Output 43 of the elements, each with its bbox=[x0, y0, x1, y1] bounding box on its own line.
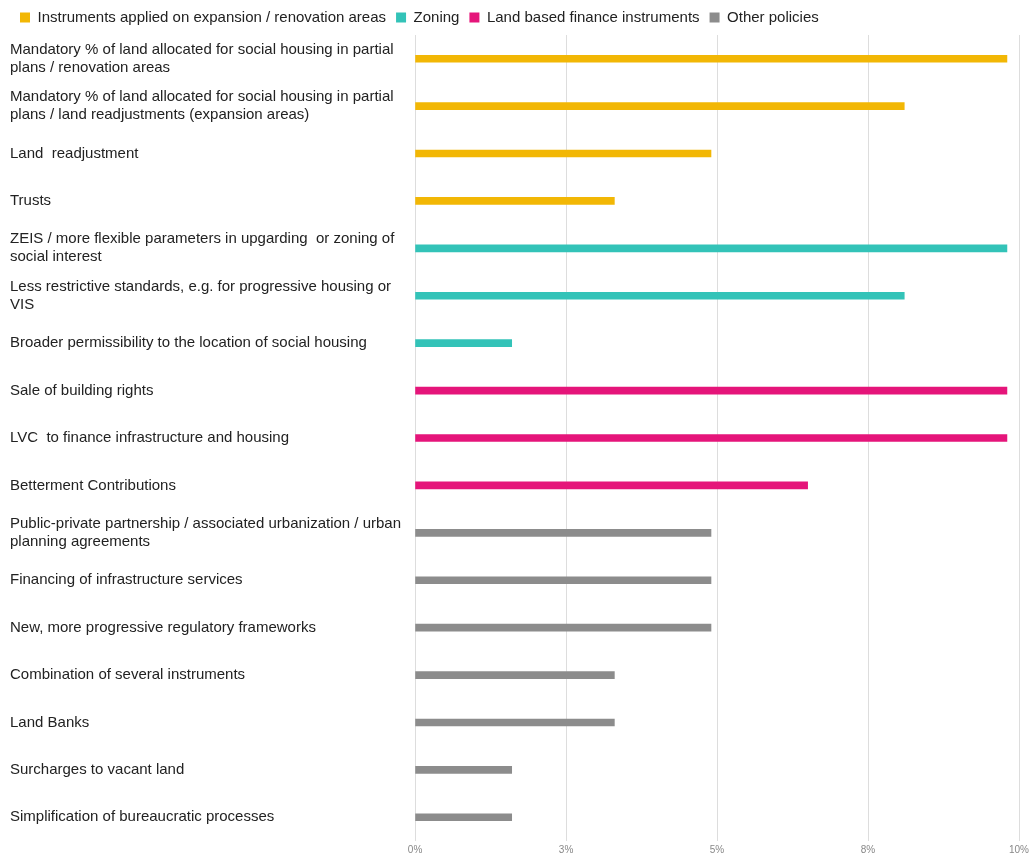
y-tick-label: Surcharges to vacant land bbox=[10, 760, 185, 778]
bar bbox=[415, 528, 712, 537]
y-tick-label: Betterment Contributions bbox=[10, 475, 176, 493]
y-tick-label: Sale of building rights bbox=[10, 380, 154, 398]
y-tick-label: Mandatory % of land allocated for social housing in partial plans / land readjustments (expansion areas) bbox=[10, 87, 394, 123]
legend-label: Instruments applied on expansion / renovation areas bbox=[37, 7, 387, 25]
y-tick-label: Land Banks bbox=[10, 712, 90, 730]
bar bbox=[415, 813, 513, 822]
y-tick-label: Financing of infrastructure services bbox=[10, 570, 243, 588]
x-tick-label: 10% bbox=[1008, 843, 1030, 855]
x-tick-label: 3% bbox=[558, 843, 574, 855]
y-tick-label: ZEIS / more flexible parameters in upgarding or zoning of social interest bbox=[10, 229, 396, 265]
bar bbox=[415, 623, 712, 632]
bar bbox=[415, 244, 1008, 253]
y-tick-label: Combination of several instruments bbox=[10, 665, 246, 683]
x-tick-label: 5% bbox=[709, 843, 725, 855]
bar bbox=[415, 291, 905, 300]
bar bbox=[415, 671, 615, 679]
bar bbox=[415, 149, 712, 158]
y-tick-label: Trusts bbox=[10, 191, 52, 209]
bar bbox=[415, 197, 615, 205]
y-tick-label: Less restrictive standards, e.g. for progressive housing or VIS bbox=[10, 276, 392, 312]
bar bbox=[415, 102, 905, 110]
x-tick-label: 0% bbox=[407, 843, 423, 855]
y-tick-label: Broader permissibility to the location of social housing bbox=[10, 333, 367, 351]
x-tick-label: 8% bbox=[860, 843, 876, 855]
bar bbox=[415, 481, 808, 490]
legend-label: Other policies bbox=[727, 7, 819, 25]
y-tick-label: Public-private partnership / associated urbanization / urban planning agreements bbox=[10, 513, 402, 549]
y-tick-label: Simplification of bureaucratic processes bbox=[10, 807, 275, 825]
bar bbox=[415, 386, 1008, 395]
bar bbox=[415, 339, 513, 348]
y-tick-label: LVC to finance infrastructure and housing bbox=[10, 428, 290, 446]
y-tick-label: Land readjustment bbox=[10, 143, 140, 161]
y-tick-label: Mandatory % of land allocated for social housing in partial plans / renovation areas bbox=[10, 39, 394, 75]
bar bbox=[415, 54, 1008, 63]
legend-label: Zoning bbox=[413, 7, 460, 25]
y-tick-label: New, more progressive regulatory frameworks bbox=[10, 617, 316, 635]
legend-label: Land based finance instruments bbox=[486, 7, 700, 25]
bar bbox=[415, 576, 712, 585]
bar bbox=[415, 718, 615, 727]
bar bbox=[415, 766, 513, 774]
bar bbox=[415, 434, 1008, 442]
